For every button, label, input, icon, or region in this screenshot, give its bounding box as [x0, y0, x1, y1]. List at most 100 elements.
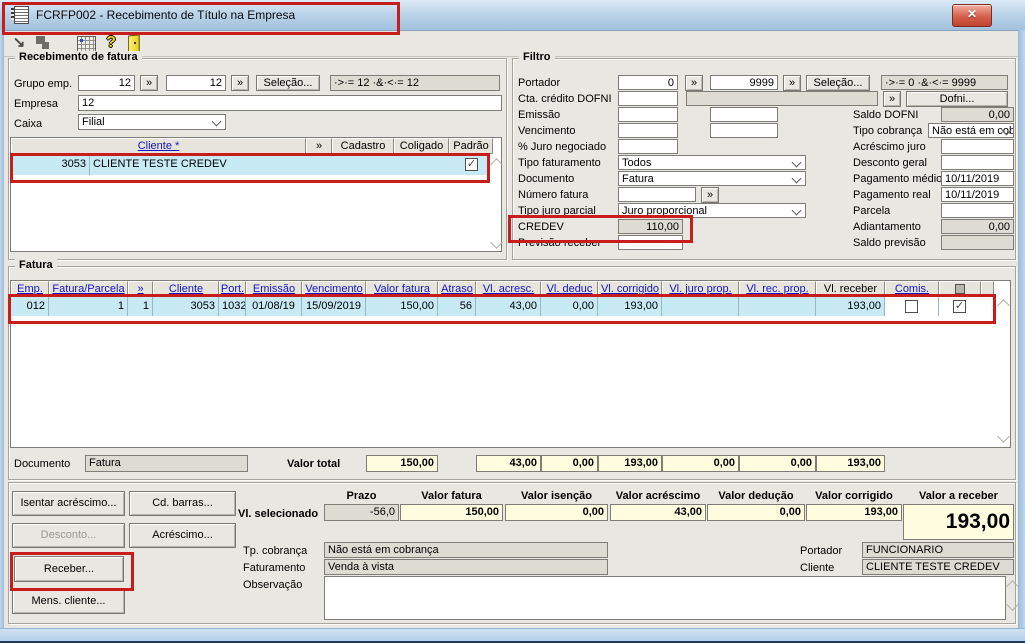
- recebimento-legend: Recebimento de fatura: [15, 51, 142, 63]
- row-emissao[interactable]: 01/08/19: [246, 297, 302, 316]
- row-vencimento[interactable]: 15/09/2019: [302, 297, 366, 316]
- portador-to-lookup-button[interactable]: »: [783, 75, 801, 91]
- observacao-label: Observação: [243, 579, 303, 591]
- acrescimo-juro-input[interactable]: [941, 139, 1014, 154]
- row-cliente[interactable]: 3053: [153, 297, 219, 316]
- sel-valor-acrescimo: 43,00: [610, 504, 706, 521]
- vencimento-from-input[interactable]: [618, 123, 678, 138]
- pagamento-medio-input[interactable]: 10/11/2019: [941, 171, 1014, 186]
- portador-to-input[interactable]: 9999: [710, 75, 778, 90]
- row-valor-fatura[interactable]: 150,00: [366, 297, 438, 316]
- valor-acrescimo-header: Valor acréscimo: [615, 490, 701, 502]
- cascade-square-icon: [42, 42, 49, 49]
- col-header-valor-fatura[interactable]: Valor fatura: [366, 281, 438, 297]
- desconto-geral-label: Desconto geral: [853, 157, 927, 169]
- numero-fatura-lookup-button[interactable]: »: [701, 187, 719, 203]
- row-select-checkbox[interactable]: ✓: [953, 300, 966, 313]
- row-fatura-parcela[interactable]: 1: [49, 297, 128, 316]
- col-header-lookup[interactable]: »: [128, 281, 153, 297]
- cliente-row-name[interactable]: CLIENTE TESTE CREDEV: [90, 155, 490, 175]
- juro-negociado-input[interactable]: [618, 139, 678, 154]
- portador-selecao-button[interactable]: Seleção...: [806, 75, 870, 91]
- isentar-acrescimo-button[interactable]: Isentar acréscimo...: [12, 491, 125, 516]
- row-vl-rec-prop[interactable]: [739, 297, 816, 316]
- dofni-button[interactable]: Dofni...: [906, 91, 1008, 107]
- help-icon[interactable]: ?: [106, 34, 116, 51]
- parcela-input[interactable]: [941, 203, 1014, 218]
- grupo-emp-from-input[interactable]: 12: [78, 75, 135, 91]
- row-atraso[interactable]: 56: [438, 297, 476, 316]
- mens-cliente-button[interactable]: Mens. cliente...: [12, 589, 125, 614]
- dofni-lookup-button[interactable]: »: [883, 91, 901, 107]
- cliente-lookup-button[interactable]: »: [306, 138, 332, 154]
- caixa-dropdown[interactable]: Filial: [78, 114, 226, 130]
- observacao-textarea[interactable]: [324, 576, 1006, 620]
- col-header-vl-acresc[interactable]: Vl. acresc.: [476, 281, 541, 297]
- goto-record-icon[interactable]: ↘: [12, 34, 26, 51]
- col-header-vl-deduc[interactable]: Vl. deduc: [541, 281, 598, 297]
- col-header-atraso[interactable]: Atraso: [438, 281, 476, 297]
- grid-view-icon[interactable]: [76, 33, 96, 53]
- col-header-fatura-parcela[interactable]: Fatura/Parcela: [49, 281, 128, 297]
- documento-dropdown[interactable]: Fatura: [618, 171, 806, 186]
- emissao-from-input[interactable]: [618, 107, 678, 122]
- close-button[interactable]: ✕: [952, 4, 992, 27]
- cadastro-button[interactable]: Cadastro: [332, 138, 394, 154]
- col-header-emp[interactable]: Emp.: [11, 281, 49, 297]
- col-header-vl-corrigido[interactable]: Vl. corrigido: [598, 281, 662, 297]
- portador-from-lookup-button[interactable]: »: [685, 75, 703, 91]
- total-vl-rec-prop: 0,00: [739, 455, 816, 472]
- window-border-bottom: [0, 628, 1025, 643]
- padrao-checkbox[interactable]: ✓: [465, 158, 478, 171]
- comis-checkbox[interactable]: [905, 300, 918, 313]
- prazo-header: Prazo: [346, 490, 377, 502]
- tipo-juro-parcial-dropdown[interactable]: Juro proporcional: [618, 203, 806, 218]
- row-vl-deduc[interactable]: 0,00: [541, 297, 598, 316]
- padrao-column-header[interactable]: Padrão: [449, 138, 493, 154]
- desconto-button[interactable]: Desconto...: [12, 523, 125, 548]
- col-header-comis[interactable]: Comis.: [885, 281, 939, 297]
- emissao-to-input[interactable]: [710, 107, 778, 122]
- coligado-button[interactable]: Coligado: [394, 138, 449, 154]
- exit-door-icon[interactable]: [124, 33, 144, 54]
- cta-credito-dofni-input[interactable]: [618, 91, 678, 106]
- row-vl-juro-prop[interactable]: [662, 297, 739, 316]
- pagamento-real-input[interactable]: 10/11/2019: [941, 187, 1014, 202]
- cd-barras-button[interactable]: Cd. barras...: [129, 491, 236, 516]
- grupo-emp-to-input[interactable]: 12: [166, 75, 226, 91]
- col-header-cliente[interactable]: Cliente: [153, 281, 219, 297]
- grupo-emp-from-lookup-button[interactable]: »: [140, 75, 158, 91]
- grupo-emp-to-lookup-button[interactable]: »: [231, 75, 249, 91]
- col-header-vl-juro-prop[interactable]: Vl. juro prop.: [662, 281, 739, 297]
- grupo-selecao-button[interactable]: Seleção...: [256, 75, 320, 91]
- row-vl-receber[interactable]: 193,00: [816, 297, 885, 316]
- tipo-cobranca-dropdown[interactable]: Não está em cobranç: [928, 123, 1014, 138]
- col-header-vl-receber[interactable]: Vl. receber: [816, 281, 885, 297]
- row-vl-acresc[interactable]: 43,00: [476, 297, 541, 316]
- col-header-emissao[interactable]: Emissão: [246, 281, 302, 297]
- cascade-windows-icon[interactable]: [34, 33, 54, 53]
- receber-button[interactable]: Receber...: [14, 556, 124, 582]
- cliente-row-code[interactable]: 3053: [11, 155, 90, 175]
- total-vl-receber: 193,00: [816, 455, 885, 472]
- numero-fatura-input[interactable]: [618, 187, 696, 202]
- juro-negociado-label: % Juro negociado: [518, 141, 607, 153]
- col-header-vencimento[interactable]: Vencimento: [302, 281, 366, 297]
- previsao-receber-input[interactable]: [618, 235, 683, 250]
- portador-from-input[interactable]: 0: [618, 75, 678, 90]
- row-port[interactable]: 1032: [219, 297, 246, 316]
- col-header-vl-rec-prop[interactable]: Vl. rec. prop.: [739, 281, 816, 297]
- row-vl-corrigido[interactable]: 193,00: [598, 297, 662, 316]
- acrescimo-button[interactable]: Acréscimo...: [129, 523, 236, 548]
- row-parcela2[interactable]: 1: [128, 297, 153, 316]
- desconto-geral-input[interactable]: [941, 155, 1014, 170]
- row-emp[interactable]: 012: [11, 297, 49, 316]
- vencimento-to-input[interactable]: [710, 123, 778, 138]
- tipo-faturamento-dropdown[interactable]: Todos: [618, 155, 806, 170]
- valor-deducao-header: Valor dedução: [718, 490, 794, 502]
- empresa-input[interactable]: 12: [78, 95, 502, 111]
- total-vl-deduc: 0,00: [541, 455, 598, 472]
- caixa-value: Filial: [82, 116, 105, 128]
- cliente-column-header[interactable]: Cliente *: [11, 138, 306, 154]
- col-header-port[interactable]: Port.: [219, 281, 246, 297]
